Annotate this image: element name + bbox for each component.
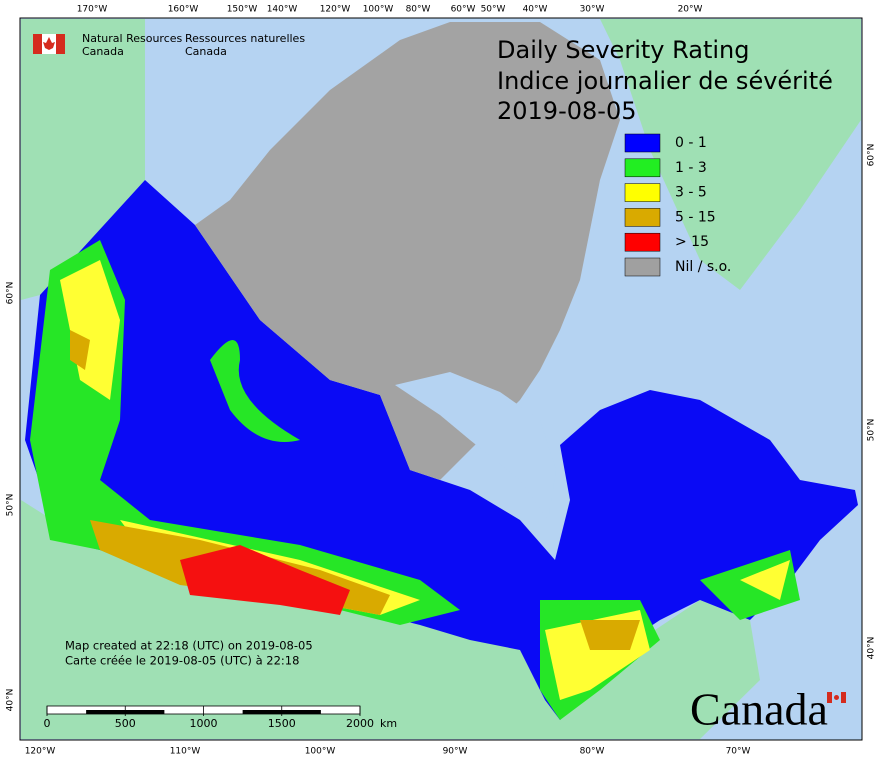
- legend-swatch: [624, 158, 661, 178]
- nrcan-flag: [33, 34, 65, 54]
- alaska: [21, 19, 145, 300]
- wordmark-text: Canada: [690, 684, 828, 735]
- scale-label: 2000: [346, 717, 374, 730]
- agency-en: Natural Resources: [82, 32, 183, 45]
- flag-bar: [56, 34, 65, 54]
- lat-label: 60°N: [867, 144, 877, 167]
- scale-segment: [125, 710, 165, 714]
- lon-label: 80°W: [580, 747, 605, 757]
- legend-swatch: [624, 133, 661, 153]
- lon-label: 120°W: [320, 5, 351, 15]
- title: Indice journalier de sévérité: [497, 67, 833, 95]
- legend-label: 0 - 1: [675, 135, 707, 151]
- lat-label: 40°N: [6, 689, 16, 712]
- lon-label: 150°W: [227, 5, 258, 15]
- title: Daily Severity Rating: [497, 36, 749, 64]
- land: [21, 19, 861, 739]
- legend-label: 3 - 5: [675, 185, 707, 201]
- lon-label: 100°W: [305, 747, 336, 757]
- green-zone-north: [210, 340, 300, 442]
- agency-en: Canada: [82, 45, 124, 58]
- legend-label: 5 - 15: [675, 209, 716, 225]
- red-zone: [180, 545, 350, 615]
- flag-bar: [841, 692, 846, 703]
- generated: 0 - 1 1 - 3 3 - 5 5 - 15 > 15 Nil / s.o. 170°W…: [6, 5, 877, 757]
- title: 2019-08-05: [497, 97, 636, 125]
- flag-leaf: [834, 695, 839, 700]
- lon-label: 30°W: [580, 5, 605, 15]
- legend-swatch: [624, 257, 661, 277]
- wordmark: Canada: [690, 684, 846, 735]
- lon-label: 170°W: [77, 5, 108, 15]
- legend-label: > 15: [675, 234, 709, 250]
- lat-label: 50°N: [6, 494, 16, 517]
- lon-label: 20°W: [678, 5, 703, 15]
- lon-label: 90°W: [443, 747, 468, 757]
- lon-label: 80°W: [406, 5, 431, 15]
- scale-segment: [242, 710, 282, 714]
- note: Carte créée le 2019-08-05 (UTC) à 22:18: [65, 654, 299, 668]
- scale-label: 1500: [268, 717, 296, 730]
- legend-swatch: [624, 183, 661, 202]
- flag-bar: [33, 34, 42, 54]
- flag-leaf: [43, 37, 55, 50]
- legend-swatch: [624, 208, 661, 227]
- lon-label: 50°W: [481, 5, 506, 15]
- lon-label: 70°W: [726, 747, 751, 757]
- scale-segment: [86, 710, 126, 714]
- legend-label: Nil / s.o.: [675, 259, 731, 275]
- agency-fr: Canada: [185, 45, 227, 58]
- greenland: [600, 19, 861, 290]
- lon-label: 140°W: [267, 5, 298, 15]
- flag-bar: [827, 692, 832, 703]
- legend-swatch: [624, 232, 661, 252]
- lon-label: 40°W: [523, 5, 548, 15]
- legend-label: 1 - 3: [675, 160, 707, 176]
- lon-label: 110°W: [170, 747, 201, 757]
- scale-segment: [281, 710, 321, 714]
- scale-label: 0: [44, 717, 51, 730]
- lon-label: 160°W: [168, 5, 199, 15]
- scale-label: 500: [115, 717, 136, 730]
- lon-label: 100°W: [363, 5, 394, 15]
- arctic-nil: [195, 22, 620, 480]
- hudson-bay: [395, 372, 556, 520]
- lat-label: 50°N: [867, 419, 877, 442]
- scale-label: 1000: [190, 717, 218, 730]
- note: Map created at 22:18 (UTC) on 2019-08-05: [65, 639, 313, 653]
- agency-fr: Ressources naturelles: [185, 32, 305, 45]
- scale-unit: km: [380, 717, 397, 730]
- lon-label: 60°W: [451, 5, 476, 15]
- lat-label: 40°N: [867, 637, 877, 660]
- lon-label: 120°W: [25, 747, 56, 757]
- lat-label: 60°N: [6, 282, 16, 305]
